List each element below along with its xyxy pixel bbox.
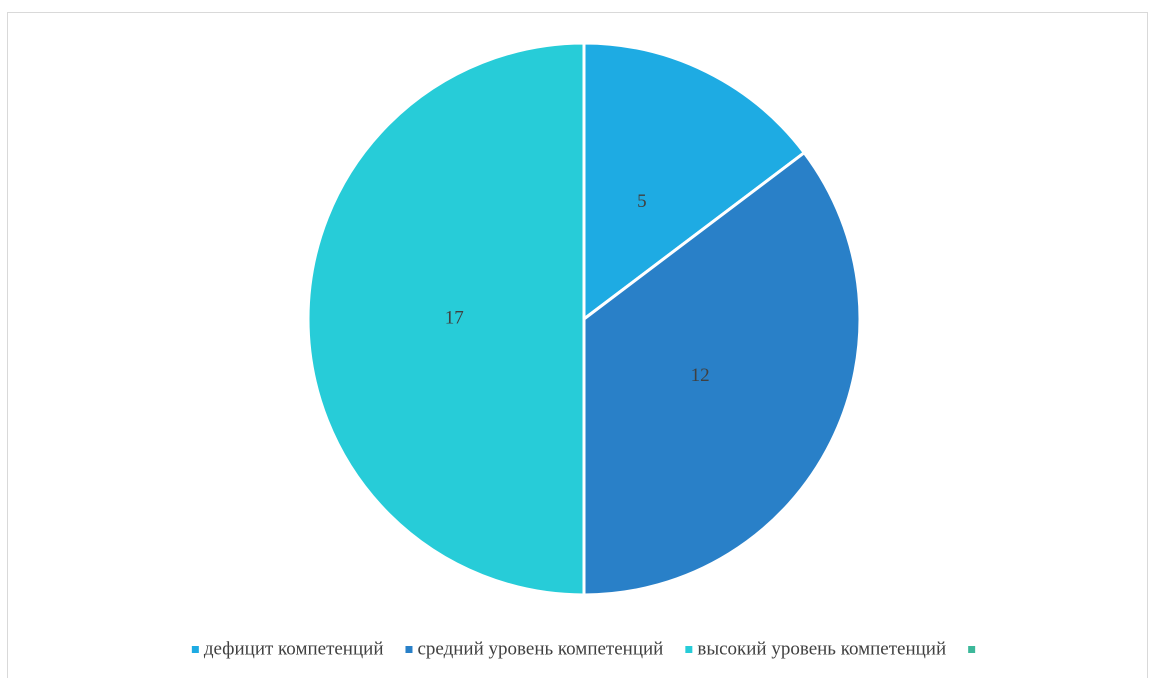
legend-label: высокий уровень компетенций: [697, 638, 946, 659]
legend-swatch: [968, 646, 976, 653]
data-label: 12: [691, 365, 710, 386]
legend-swatch: [191, 646, 199, 653]
pie-slice: [582, 150, 862, 597]
data-label: 5: [637, 191, 647, 212]
data-label: 17: [445, 307, 464, 328]
legend-swatch: [405, 646, 413, 653]
pie-slice: [306, 41, 586, 597]
legend-label: дефицит компетенций: [204, 638, 384, 659]
legend-swatch: [685, 646, 693, 653]
pie-slice: [582, 41, 807, 323]
legend-label: средний уровень компетенций: [417, 638, 663, 659]
